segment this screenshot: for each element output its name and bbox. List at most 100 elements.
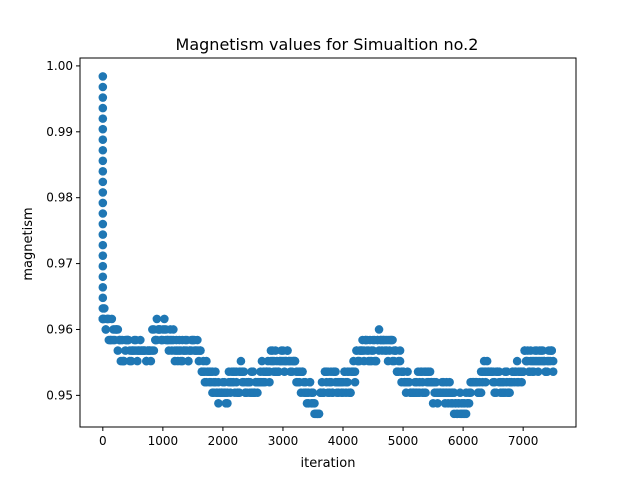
data-point [113,325,123,334]
data-point [98,198,108,208]
data-point [466,388,475,398]
data-point [146,356,156,366]
data-point [271,346,280,355]
data-point [403,367,412,376]
data-point [449,388,459,398]
data-point [482,356,492,366]
data-point [512,356,522,366]
data-point [314,409,324,419]
data-point [235,388,244,398]
data-point [305,377,315,387]
data-point [308,388,318,398]
data-point [98,82,108,92]
data-point [98,188,108,197]
data-point [548,367,558,376]
x-tick-label: 7000 [508,434,539,448]
y-axis-ticks: 0.95 0.96 0.97 0.98 0.99 1.00 [46,59,80,402]
data-point [476,388,486,398]
data-point [202,356,211,366]
x-tick-label: 6000 [448,434,479,448]
data-point [98,219,108,229]
plot-frame [79,57,577,428]
data-point [214,398,223,408]
data-point [421,388,430,398]
data-point [236,356,246,366]
data-point [98,293,108,303]
x-tick-label: 5000 [388,434,419,448]
y-tick-label: 0.98 [46,191,73,205]
data-point [502,367,511,376]
data-point [98,72,108,81]
data-point [193,335,202,345]
data-point [152,314,162,324]
data-point [505,388,514,398]
data-point [280,367,289,376]
data-point [425,367,435,376]
y-tick-label: 0.97 [46,257,73,271]
data-point [395,356,405,366]
data-point [98,240,108,250]
data-point [253,388,262,398]
data-point [548,356,558,366]
data-point [119,356,129,366]
data-point [178,356,187,366]
data-point [98,93,108,102]
data-point [298,367,307,376]
y-axis-label: magnetism [21,207,36,280]
data-point [211,367,220,376]
x-tick-label: 3000 [268,434,299,448]
data-point [533,367,543,376]
data-point [494,367,504,376]
data-point [290,356,300,366]
data-point [433,398,442,408]
y-tick-label: 0.95 [46,388,73,402]
data-point [343,377,352,387]
data-point [196,346,205,355]
data-point [368,346,378,355]
data-point [133,356,142,366]
data-point [107,314,117,324]
data-points [98,72,558,419]
data-point [455,388,465,398]
data-point [461,409,471,419]
y-tick-label: 0.99 [46,125,73,139]
data-point [98,124,108,134]
x-tick-label: 0 [99,434,107,448]
data-point [445,377,454,387]
data-point [98,251,108,260]
data-point [100,304,109,313]
data-point [239,367,249,376]
data-point [431,377,441,387]
data-point [346,388,355,398]
data-point [481,377,490,387]
data-point [517,377,526,387]
data-point [113,346,123,355]
data-point [538,346,547,355]
data-point [101,325,111,334]
data-point [248,367,258,376]
data-point [245,377,255,387]
x-tick-label: 4000 [328,434,359,448]
data-point [98,209,108,218]
data-point [98,230,108,239]
data-point [98,283,108,292]
data-point [388,335,397,345]
data-point [98,177,108,187]
data-point [310,398,319,408]
data-point [404,377,414,387]
data-point [98,135,108,145]
data-point [149,346,159,355]
data-point [124,335,133,345]
data-point [98,167,108,176]
data-point [374,325,384,334]
data-point [98,156,108,166]
data-point [127,356,136,366]
data-point [98,145,108,155]
data-point [395,346,405,355]
x-tick-label: 1000 [148,434,179,448]
x-axis-ticks: 0 1000 2000 3000 4000 5000 6000 7000 [99,427,538,448]
y-tick-label: 0.96 [46,322,73,336]
x-tick-label: 2000 [208,434,239,448]
data-point [98,103,108,113]
